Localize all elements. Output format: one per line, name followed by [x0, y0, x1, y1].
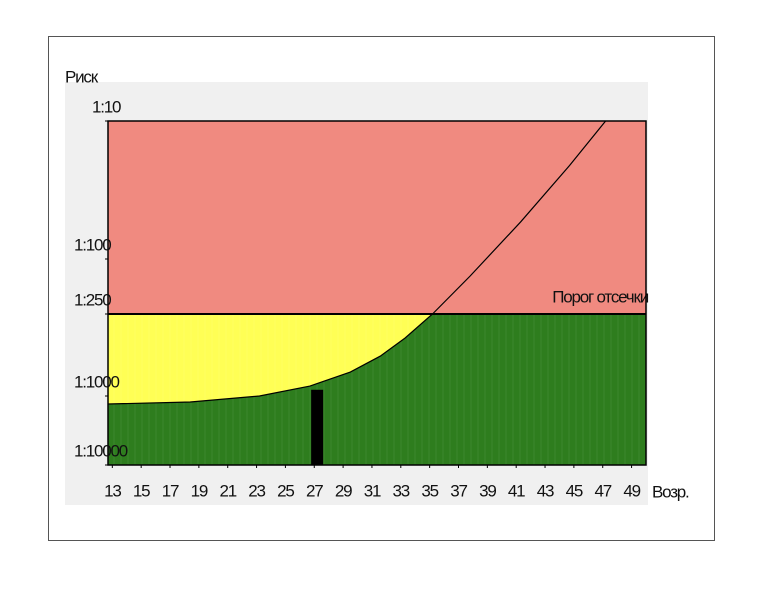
- risk-curve: [107, 120, 607, 405]
- x-tick-label: 31: [364, 481, 381, 500]
- x-tick-label: 27: [306, 481, 323, 500]
- x-tick-label: 13: [104, 481, 121, 500]
- y-axis-label: Риск: [65, 67, 99, 86]
- y-tick-label: 1:1000: [74, 372, 120, 391]
- x-tick-label: 47: [594, 481, 611, 500]
- x-tick-label: 21: [219, 481, 236, 500]
- x-tick-label: 23: [248, 481, 265, 500]
- x-tick-label: 19: [191, 481, 208, 500]
- low-risk-zone: [108, 314, 646, 465]
- x-tick-label: 15: [133, 481, 150, 500]
- high-risk-zone: [108, 121, 646, 314]
- threshold-label: Порог отсечки: [552, 287, 648, 306]
- x-tick-label: 45: [566, 481, 583, 500]
- y-tick-label: 1:10: [92, 97, 121, 116]
- x-tick-label: 35: [421, 481, 438, 500]
- x-tick-label: 17: [162, 481, 179, 500]
- x-tick-label: 37: [450, 481, 467, 500]
- x-tick-label: 43: [537, 481, 554, 500]
- plot-border: [107, 120, 647, 466]
- x-tick-label: 25: [277, 481, 294, 500]
- x-tick-label: 39: [479, 481, 496, 500]
- x-axis-label: Возр.: [652, 482, 689, 501]
- x-tick-label: 41: [508, 481, 525, 500]
- x-tick-label: 33: [393, 481, 410, 500]
- y-tick-label: 1:250: [74, 290, 111, 309]
- x-tick-label: 49: [623, 481, 640, 500]
- x-tick-label: 29: [335, 481, 352, 500]
- patient-marker: [311, 389, 324, 465]
- y-tick-label: 1:100: [74, 235, 111, 254]
- y-tick-label: 1:10000: [74, 441, 128, 460]
